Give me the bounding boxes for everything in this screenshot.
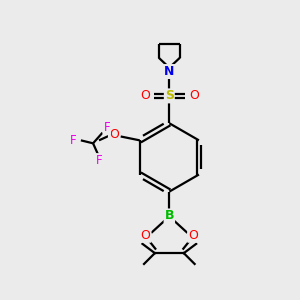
Text: O: O <box>109 128 119 141</box>
Text: F: F <box>103 121 110 134</box>
Text: O: O <box>188 229 198 242</box>
Text: B: B <box>165 209 174 223</box>
Text: N: N <box>164 65 175 78</box>
Text: O: O <box>140 89 150 102</box>
Text: S: S <box>165 89 174 102</box>
Text: F: F <box>70 134 76 147</box>
Text: O: O <box>141 229 151 242</box>
Text: F: F <box>96 154 103 167</box>
Text: O: O <box>189 89 199 102</box>
